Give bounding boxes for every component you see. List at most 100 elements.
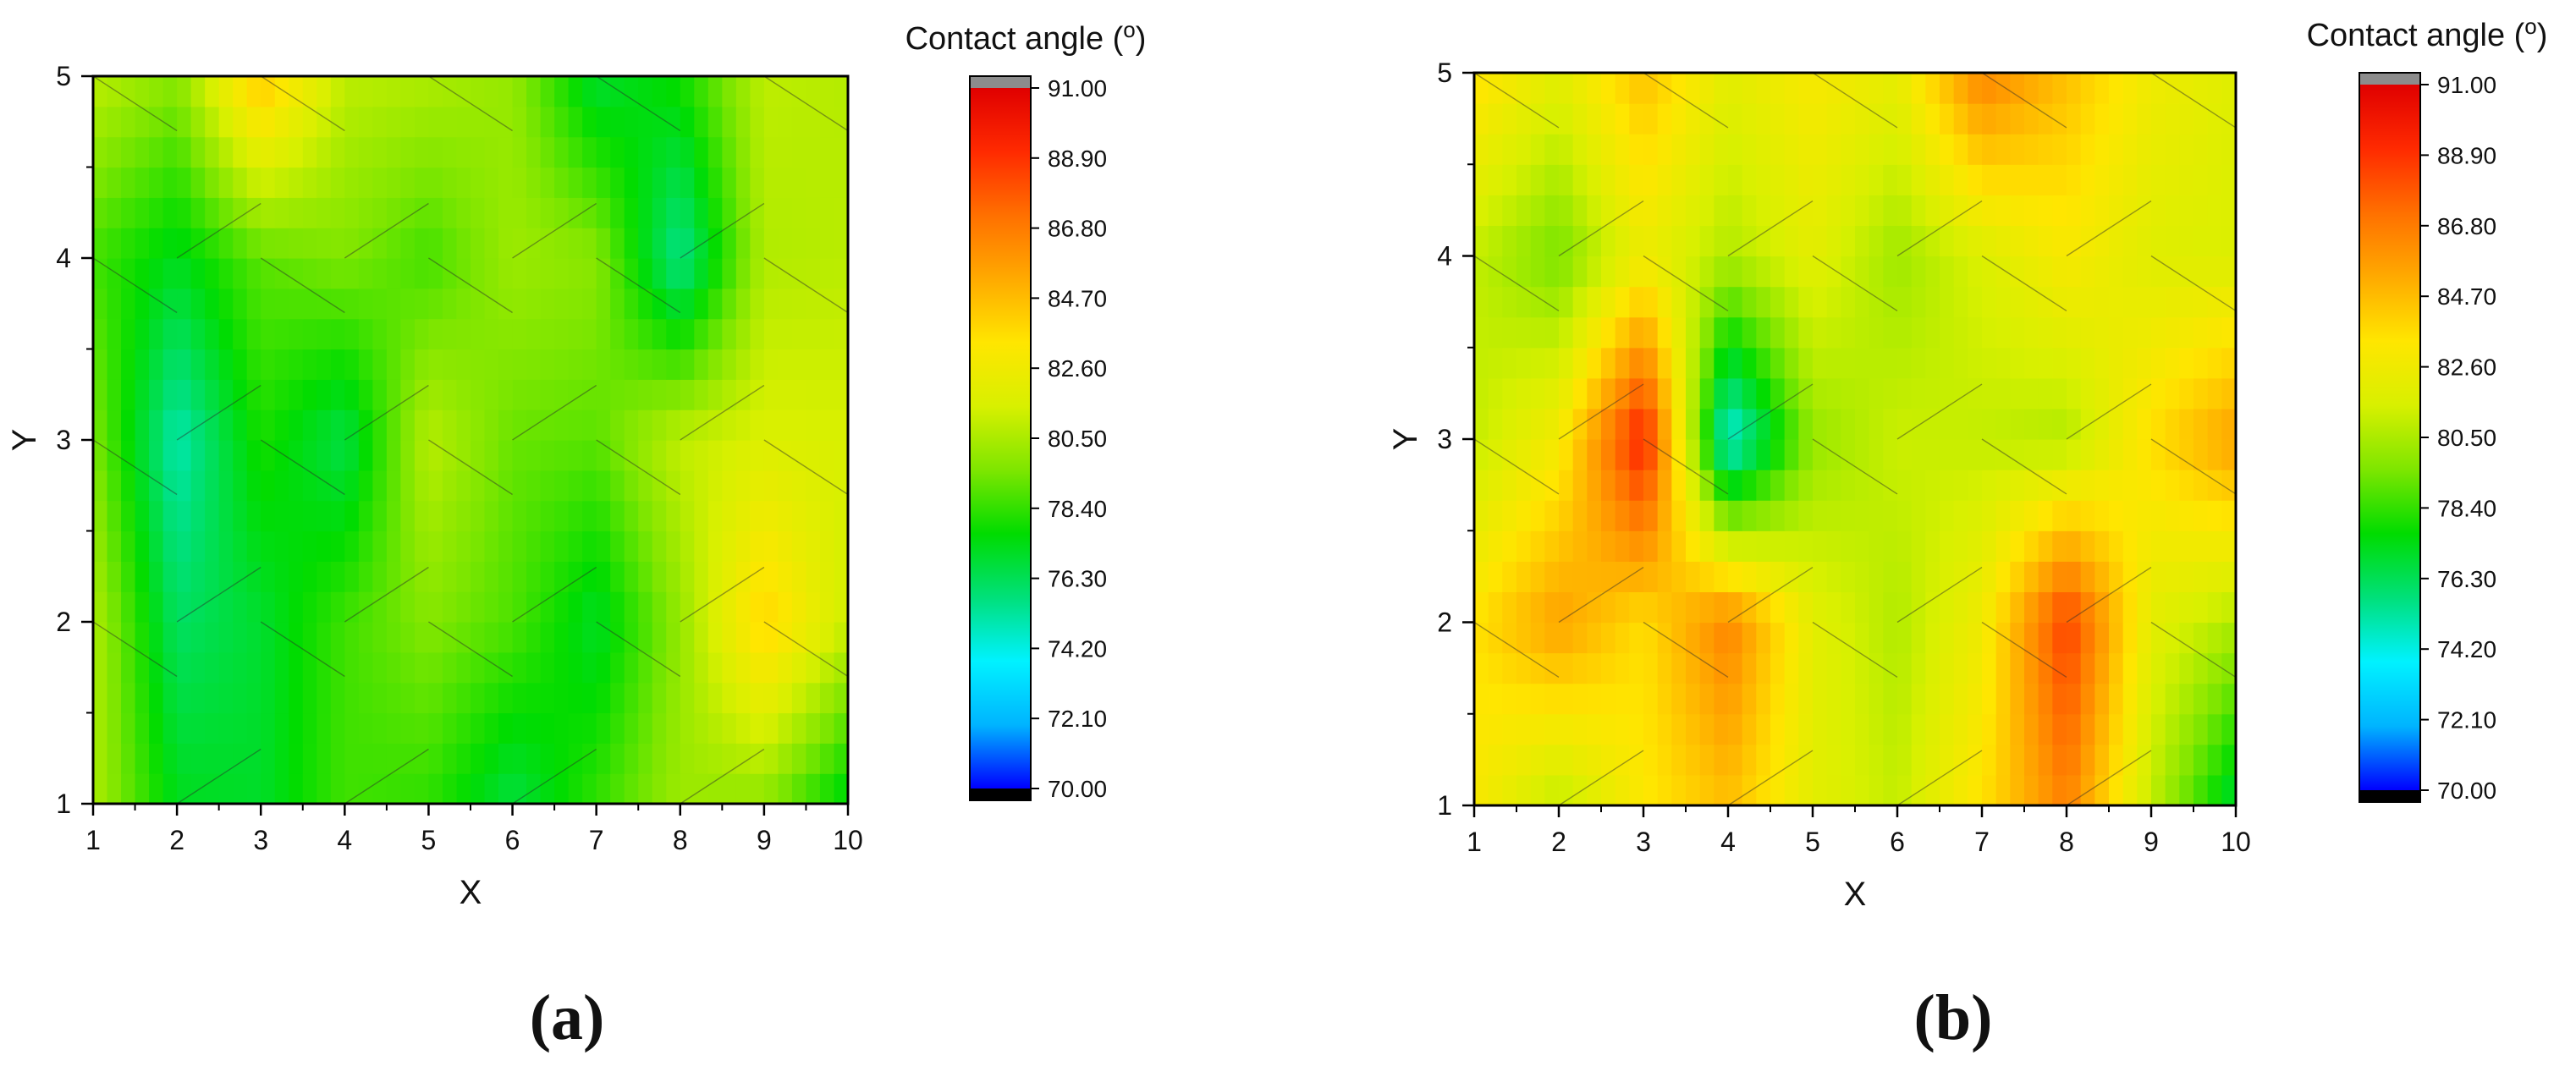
y-tick-label: 2 (56, 607, 71, 637)
heatmap-cell (1883, 713, 1898, 745)
heatmap-cell (2221, 256, 2237, 288)
heatmap-cell (2193, 652, 2209, 684)
heatmap-cell (1798, 744, 1814, 776)
heatmap-cell (1756, 470, 1771, 501)
heatmap-cell (121, 561, 136, 592)
heatmap-cell (1572, 439, 1588, 470)
heatmap-cell (2122, 713, 2138, 745)
colorbar-tick-label: 78.40 (1048, 496, 1107, 522)
heatmap-cell (806, 136, 821, 168)
heatmap-cell (680, 318, 695, 350)
heatmap-cell (135, 530, 150, 562)
heatmap-cell (205, 500, 220, 532)
heatmap-cell (1953, 256, 1968, 288)
heatmap-cell (1770, 652, 1786, 684)
heatmap-cell (1756, 286, 1771, 318)
contour-line (763, 75, 849, 132)
heatmap-cell (763, 470, 779, 502)
heatmap-cell (834, 288, 849, 320)
heatmap-cell (2179, 256, 2194, 288)
heatmap-cell (1629, 377, 1644, 409)
heatmap-cell (1686, 622, 1701, 654)
heatmap-cell (484, 773, 499, 805)
heatmap-cell (414, 470, 430, 502)
heatmap-cell (1474, 561, 1489, 593)
heatmap-cell (1544, 622, 1560, 654)
heatmap-cell (316, 743, 332, 774)
heatmap-cell (2122, 652, 2138, 684)
heatmap-cell (2151, 713, 2166, 745)
heatmap-cell (205, 591, 220, 623)
heatmap-cell (554, 409, 570, 441)
heatmap-cell (624, 318, 639, 350)
heatmap-cell (400, 743, 416, 774)
heatmap-cell (1995, 561, 2011, 593)
heatmap-cell (1756, 256, 1771, 288)
heatmap-cell (834, 106, 849, 138)
heatmap-cell (2151, 622, 2166, 654)
heatmap-cell (1911, 683, 1926, 715)
heatmap-cell (1686, 377, 1701, 409)
heatmap-cell (652, 197, 667, 228)
heatmap-cell (1995, 744, 2011, 776)
heatmap-cell (596, 561, 611, 592)
heatmap-cell (819, 651, 835, 684)
heatmap-cell (1643, 713, 1659, 745)
heatmap-cell (582, 773, 597, 805)
contour-line (1643, 438, 1729, 495)
heatmap-cell (1841, 134, 1856, 165)
heatmap-cell (1968, 225, 1983, 257)
heatmap-cell (316, 349, 332, 380)
heatmap-cell (666, 197, 681, 228)
heatmap-cell (344, 258, 360, 289)
heatmap-cell (1714, 470, 1729, 501)
heatmap-cell (2221, 652, 2237, 684)
heatmap-cell (316, 288, 332, 320)
heatmap-cell (540, 379, 555, 410)
contour-line (1981, 621, 2067, 679)
heatmap-cell (568, 470, 583, 502)
heatmap-cell (1953, 347, 1968, 379)
heatmap-cell (568, 379, 583, 410)
heatmap-cell (652, 106, 667, 138)
heatmap-cell (428, 167, 443, 198)
heatmap-cell (1572, 652, 1588, 684)
heatmap-cell (1488, 774, 1503, 806)
heatmap-cell (1826, 408, 1841, 440)
heatmap-cell (1572, 500, 1588, 531)
heatmap-cell (1474, 713, 1489, 745)
heatmap-cell (1728, 408, 1743, 440)
x-axis: 1 2 3 4 5 6 7 8 9 10 (1467, 805, 2251, 857)
heatmap-cell (289, 136, 304, 168)
heatmap-cell (1869, 470, 1884, 501)
heatmap-cell (568, 349, 583, 380)
heatmap-cell (484, 379, 499, 410)
heatmap-cell (358, 349, 373, 380)
heatmap-cell (1728, 591, 1743, 624)
heatmap-cell (1940, 164, 1955, 195)
heatmap-cell (2151, 530, 2166, 562)
contour-line (1643, 72, 1729, 129)
heatmap-cell (2151, 683, 2166, 715)
heatmap-cell (1911, 134, 1926, 165)
heatmap-cell (1530, 408, 1545, 440)
heatmap-cell (149, 318, 164, 350)
heatmap-cell (2221, 377, 2237, 409)
heatmap-cell (1714, 256, 1729, 288)
heatmap-cell (2094, 73, 2110, 104)
heatmap-cell (289, 440, 304, 471)
heatmap-cell (778, 106, 793, 138)
heatmap-cell (372, 318, 388, 350)
heatmap-cell (2193, 683, 2209, 715)
heatmap-cell (512, 500, 527, 532)
heatmap-cell (1587, 225, 1602, 257)
heatmap-cell (1516, 316, 1532, 349)
heatmap-cell (274, 136, 289, 168)
heatmap-cell (735, 167, 751, 198)
heatmap-cell (1855, 683, 1870, 715)
heatmap-cell (107, 743, 122, 774)
heatmap-cell (526, 743, 542, 774)
heatmap-cell (190, 106, 206, 138)
heatmap-cell (233, 622, 248, 653)
heatmap-cell (498, 76, 514, 107)
